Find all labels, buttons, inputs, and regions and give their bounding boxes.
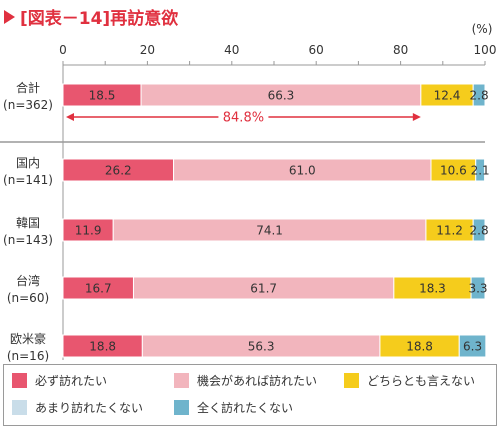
category-label: (n=16) [7,349,49,363]
annotation-label: 84.8% [223,111,264,126]
data-label: 26.2 [105,164,132,178]
data-label: 2.1 [471,164,490,178]
data-label: 66.3 [268,89,295,103]
legend-item-must: 必ず訪れたい [12,372,107,389]
chart-title: [図表－14]再訪意欲 [20,8,178,29]
bar-segment-never [470,276,486,300]
unit-label: (%) [472,22,493,36]
data-label: 3.3 [468,282,487,296]
category-label: 欧米豪 [10,331,46,346]
annotation-label-bg [218,109,269,125]
title-marker-icon [4,10,15,24]
legend-item-neither: どちらとも言えない [344,372,475,389]
data-label: 11.9 [75,224,102,238]
legend-swatch-chance [174,373,189,388]
data-label: 18.3 [419,282,446,296]
legend-label-chance: 機会があれば訪れたい [197,374,318,388]
category-label: (n=143) [3,233,53,247]
data-label: 18.5 [89,89,116,103]
data-label: 11.2 [436,224,463,238]
data-label: 61.7 [250,282,277,296]
data-label: 56.3 [248,340,275,354]
legend-label-never: 全く訪れたくない [197,401,294,415]
data-label: 18.8 [89,340,116,354]
legend-label-neither: どちらとも言えない [367,374,476,388]
annotation-arrowhead-right [412,113,421,121]
data-label: 12.4 [434,89,461,103]
bars: 18.5 66.3 12.4 2.8 26.2 61.0 10.6 2.1 11.9 74.1 11… [62,83,490,358]
bar-segment-never [472,83,486,107]
legend-item-chance: 機会があれば訪れたい [174,372,317,389]
category-label: 台湾 [16,273,40,288]
legend-swatch-never [174,400,189,415]
data-label: 10.6 [440,164,467,178]
legend-item-never: 全く訪れたくない [174,399,293,416]
bar-segment-never [472,218,486,242]
data-label: 16.7 [85,282,112,296]
annotation: 84.8% [66,109,421,126]
x-tick-label: 60 [309,43,324,57]
data-label: 18.8 [406,340,433,354]
legend-label-notmuch: あまり訪れたくない [35,401,144,415]
x-tick-label: 100 [474,43,497,57]
category-label: 国内 [16,156,40,170]
data-label: 6.3 [463,340,482,354]
legend-item-notmuch: あまり訪れたくない [12,399,143,416]
x-tick-label: 0 [59,43,67,57]
x-tick-label: 40 [224,43,239,57]
x-tick-label: 80 [393,43,408,57]
category-label: (n=60) [7,291,49,305]
legend-swatch-neither [344,373,359,388]
data-label: 2.8 [470,224,489,238]
category-label: 韓国 [16,216,40,230]
data-label: 61.0 [289,164,316,178]
category-label: (n=362) [3,98,53,112]
data-label: 74.1 [256,224,283,238]
bar-segment-never [458,334,487,358]
legend: 必ず訪れたい 機会があれば訪れたい どちらとも言えない あまり訪れたくない 全く… [3,364,497,426]
legend-swatch-notmuch [12,400,27,415]
legend-label-must: 必ず訪れたい [35,374,108,388]
data-label: 2.8 [470,89,489,103]
axis: 0 20 40 60 80 100 合計 (n=362) 国内 (n=141) 韓国 (n=143) 台… [0,43,496,363]
x-tick-label: 20 [140,43,155,57]
category-label: 合計 [16,80,40,95]
annotation-arrowhead-left [66,113,74,121]
category-label: (n=141) [3,173,53,187]
bar-segment-never [475,158,486,182]
legend-swatch-must [12,373,27,388]
